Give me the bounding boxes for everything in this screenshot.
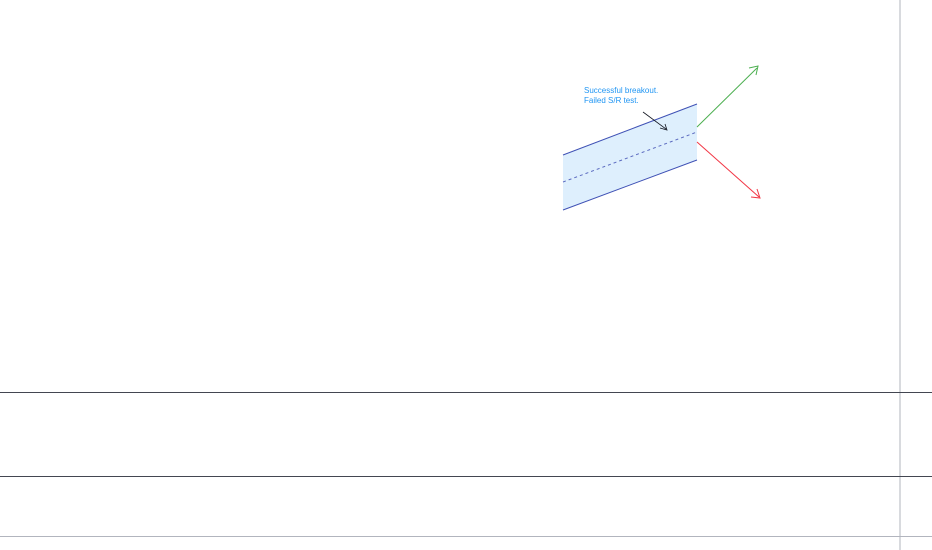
- drawings: Successful breakout. Failed S/R test.: [584, 65, 761, 199]
- channel-fill: [563, 104, 697, 210]
- price-axis-bg: [900, 0, 932, 550]
- channel-top: [562, 103, 698, 156]
- note-arrow-head: [659, 123, 668, 131]
- up-arrow-head: [748, 65, 759, 76]
- down-arrow: [696, 141, 760, 198]
- annotation: Successful breakout.: [584, 86, 658, 95]
- down-arrow-head: [750, 188, 761, 199]
- annotation: Failed S/R test.: [584, 96, 639, 105]
- channel-bottom: [562, 159, 698, 211]
- up-arrow: [696, 67, 758, 128]
- drawings: [562, 103, 698, 211]
- note-arrow: [642, 111, 667, 130]
